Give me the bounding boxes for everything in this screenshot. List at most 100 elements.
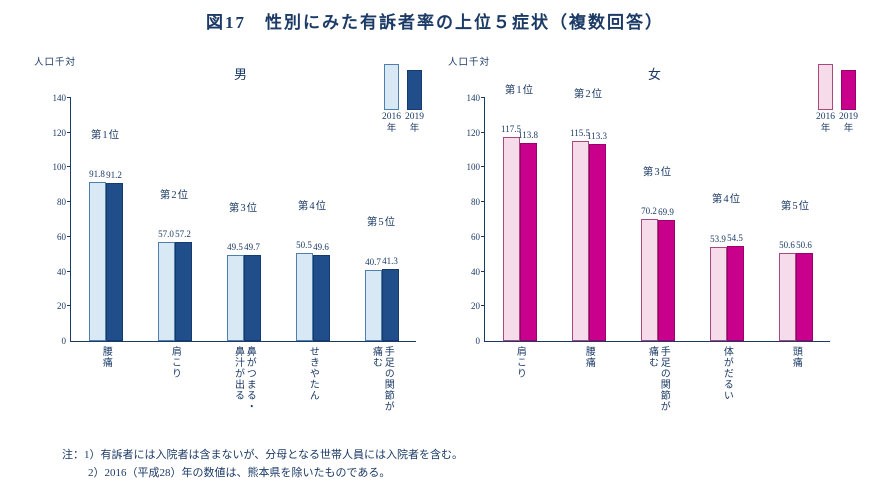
legend-year-label: 2019 — [839, 112, 858, 122]
legend-year-suffix: 年 — [386, 123, 397, 134]
bar-2016 — [364, 270, 382, 341]
bar-group: 40.7 41.3 第5位 — [347, 98, 416, 341]
rank-label: 第5位 — [780, 201, 811, 213]
bar-2019 — [726, 246, 744, 341]
legend-year-suffix: 年 — [409, 123, 420, 134]
bar-group: 50.5 49.6 第4位 — [278, 98, 347, 341]
value-label: 50.5 — [296, 240, 312, 251]
y-tick-label: 100 — [466, 162, 481, 173]
bar-group: 91.8 91.2 第1位 — [71, 98, 140, 341]
bar-2019 — [519, 143, 537, 341]
y-tick-label: 140 — [466, 93, 481, 103]
y-tick-label: 60 — [471, 231, 480, 242]
value-label: 40.7 — [365, 257, 381, 268]
y-tick-mark — [481, 166, 485, 168]
y-axis-unit-label: 人口千対 — [448, 58, 491, 68]
bar-2016 — [295, 253, 313, 341]
bar-group: 117.5 113.8 第1位 — [485, 85, 554, 341]
y-tick-mark — [481, 235, 485, 237]
category-label-wrap: 体がだるい — [692, 346, 761, 420]
category-label: 頭痛 — [790, 346, 802, 368]
y-tick-mark — [481, 270, 485, 272]
category-label-wrap: 手足の関節が痛む — [623, 346, 692, 420]
rank-label: 第4位 — [711, 194, 742, 206]
bar-group: 115.5 113.3 第2位 — [554, 89, 623, 341]
bar-2016 — [640, 219, 658, 341]
legend: 2016 年 2019 年 — [816, 64, 858, 136]
y-tick-label: 20 — [471, 301, 480, 312]
bar-2016 — [88, 181, 106, 341]
legend-item: 2016 年 — [816, 64, 835, 136]
value-label: 113.8 — [518, 130, 538, 141]
value-label: 49.5 — [227, 242, 243, 253]
y-tick-mark — [67, 305, 71, 307]
chart-subtitle: 女 — [647, 67, 665, 82]
y-tick-label: 60 — [57, 231, 66, 242]
y-tick-label: 120 — [52, 127, 67, 138]
bar-2016 — [709, 247, 727, 341]
chart-subtitle: 男 — [233, 67, 251, 82]
category-label: 腰痛 — [100, 346, 112, 368]
value-label: 117.5 — [501, 124, 521, 135]
value-label: 91.2 — [106, 169, 122, 180]
bar-2016 — [157, 242, 175, 341]
category-label-wrap: 鼻がつまる・鼻汁が出る — [209, 346, 278, 420]
category-label-wrap: せきやたん — [278, 346, 347, 420]
y-tick-mark — [481, 305, 485, 307]
rank-label: 第3位 — [228, 202, 259, 214]
y-tick-label: 80 — [471, 197, 480, 208]
value-label: 54.5 — [727, 233, 743, 244]
y-tick-mark — [67, 270, 71, 272]
legend-year-label: 2019 — [405, 112, 424, 122]
legend-year-suffix: 年 — [820, 123, 831, 134]
y-tick-mark — [67, 97, 71, 98]
bar-2019 — [381, 269, 399, 341]
bar-2019 — [243, 254, 261, 341]
legend-swatch-2019 — [841, 70, 856, 110]
y-tick-label: 120 — [466, 127, 481, 138]
bar-2016 — [778, 253, 796, 341]
category-label: 体がだるい — [721, 346, 733, 401]
value-label: 57.0 — [158, 229, 174, 240]
y-tick-mark — [67, 201, 71, 203]
value-label: 50.6 — [796, 240, 812, 251]
rank-label: 第5位 — [366, 217, 397, 229]
legend-swatch-2016 — [818, 64, 833, 110]
plot-area: 0 20 40 60 80 100 120 140 肩こり 117.5 113.8 第1位 腰痛 115.… — [467, 85, 830, 412]
bar-group: 57.0 57.2 第2位 — [140, 98, 209, 341]
y-tick-mark — [481, 201, 485, 203]
category-label-wrap: 肩こり — [140, 346, 209, 420]
rank-label: 第4位 — [297, 201, 328, 213]
footnote-2: 2）2016（平成28）年の数値は、熊本県を除いたものである。 — [88, 467, 391, 480]
y-tick-mark — [481, 97, 485, 98]
bar-group: 50.6 50.6 第5位 — [761, 98, 830, 341]
legend-year-suffix: 年 — [843, 123, 854, 134]
legend-item: 2016 年 — [382, 64, 401, 136]
value-label: 115.5 — [570, 127, 590, 138]
y-tick-label: 0 — [61, 336, 67, 346]
rank-label: 第2位 — [159, 189, 190, 201]
category-label: 腰痛 — [583, 346, 595, 368]
value-label: 91.8 — [89, 168, 105, 179]
category-label-wrap: 肩こり — [485, 346, 554, 420]
category-label: 手足の関節が痛む — [370, 346, 394, 412]
footnote-1: 注：1）有訴者には入院者は含まないが、分母となる世帯人員には入院者を含む。 — [62, 449, 463, 461]
bar-2019 — [312, 254, 330, 341]
value-label: 69.9 — [658, 206, 674, 217]
y-tick-label: 40 — [57, 266, 66, 277]
bar-2016 — [226, 255, 244, 341]
bar-group: 49.5 49.7 第3位 — [209, 98, 278, 341]
y-tick-mark — [67, 166, 71, 168]
legend-swatch-2019 — [407, 70, 422, 110]
y-tick-label: 100 — [52, 162, 67, 173]
legend-year-label: 2016 — [382, 112, 401, 122]
legend-year-label: 2016 — [816, 112, 835, 122]
y-axis-unit-label: 人口千対 — [34, 58, 77, 68]
bar-2016 — [502, 137, 520, 341]
category-label: 鼻がつまる・鼻汁が出る — [232, 346, 256, 412]
bar-2019 — [588, 144, 606, 341]
y-tick-label: 80 — [57, 197, 66, 208]
footnotes: 注：1）有訴者には入院者は含まないが、分母となる世帯人員には入院者を含む。 2）… — [62, 446, 463, 482]
rank-label: 第2位 — [573, 88, 604, 100]
